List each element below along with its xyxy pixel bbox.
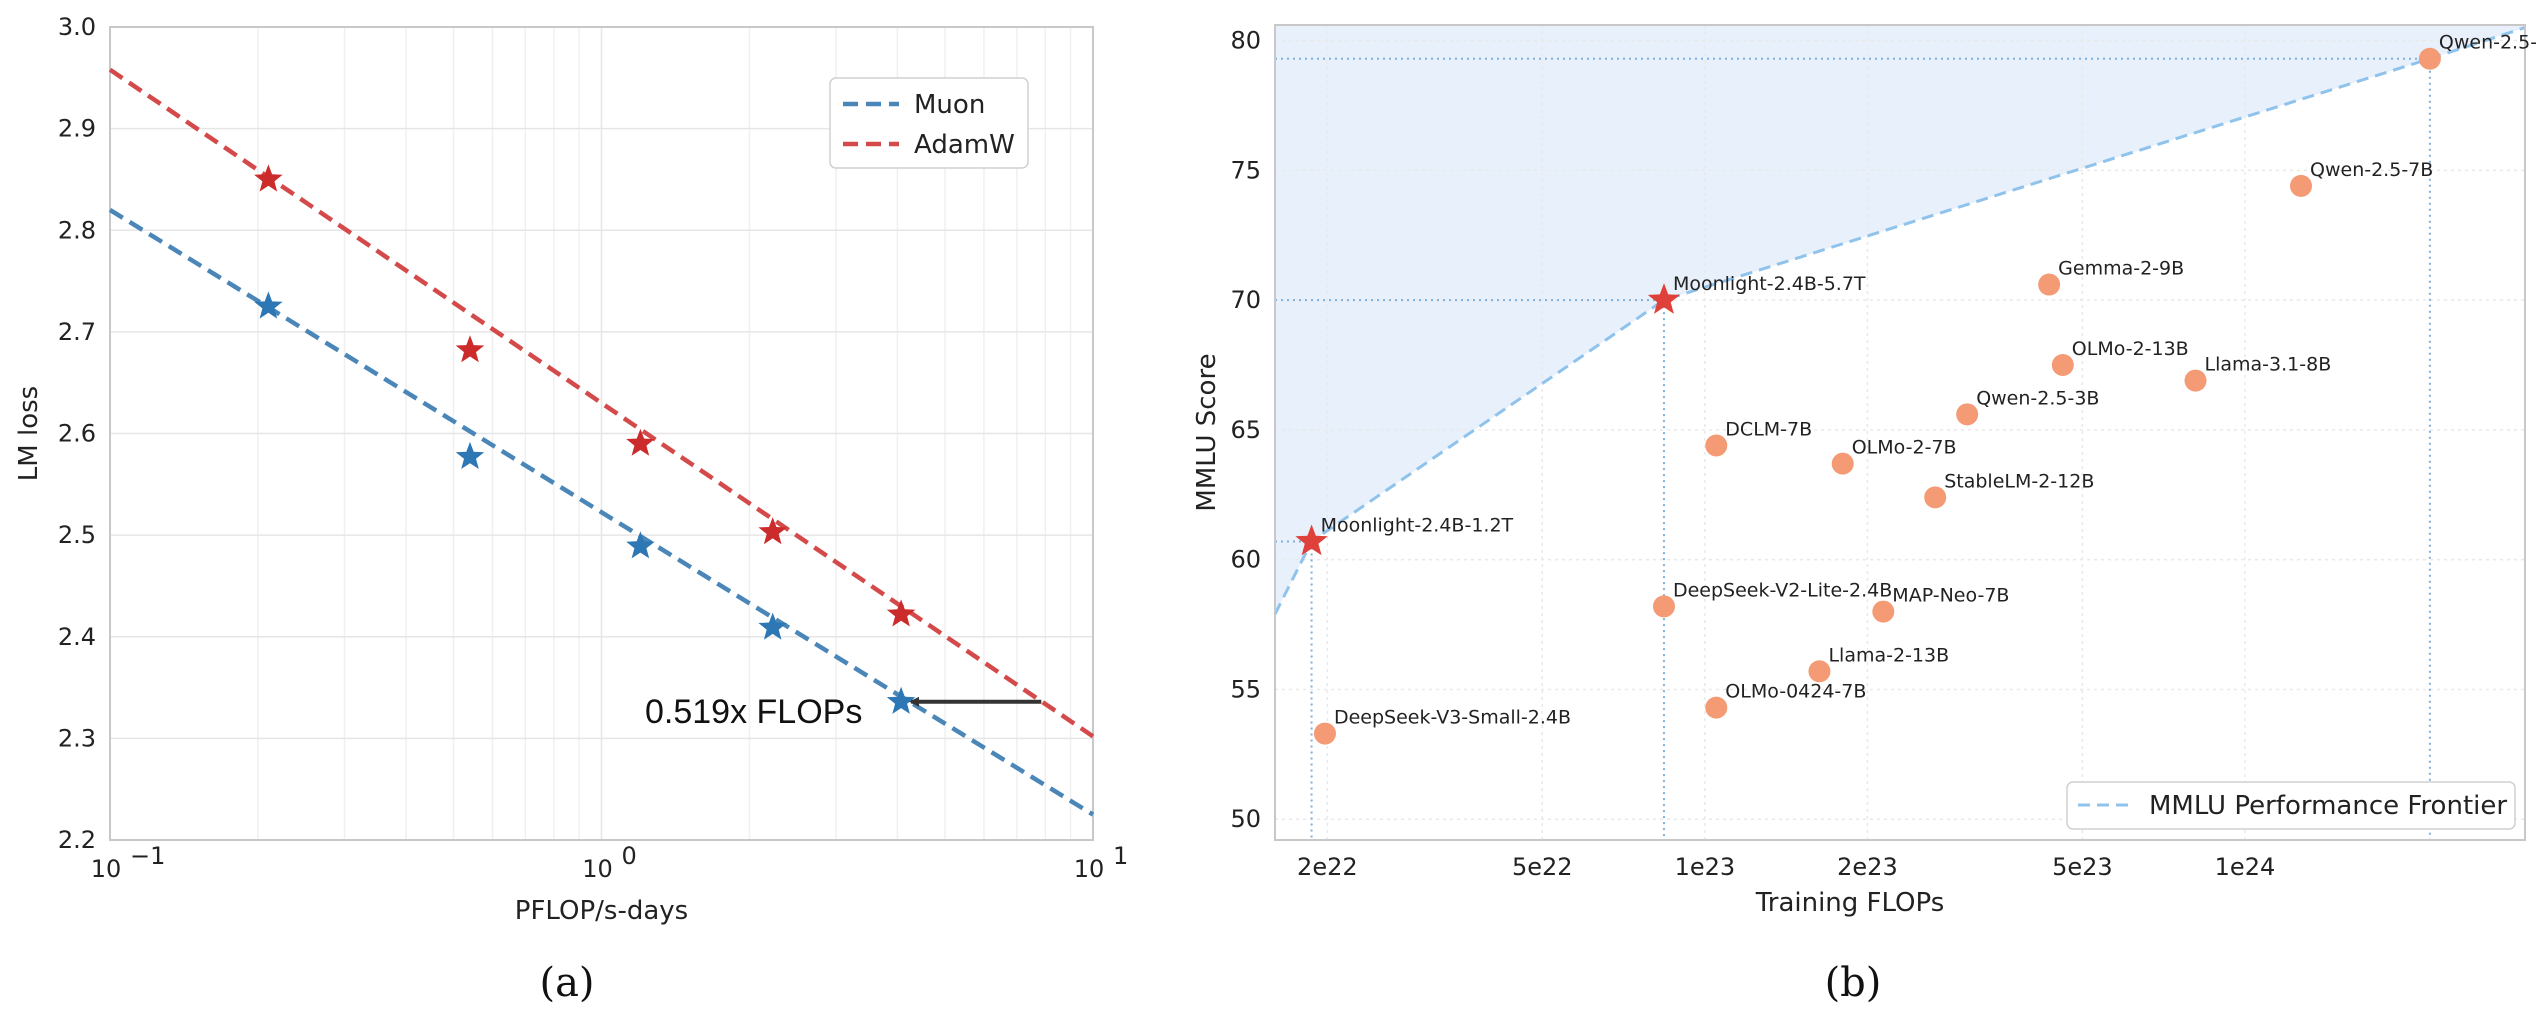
point-label: MAP-Neo-7B (1892, 585, 2009, 607)
star-marker-adamw (886, 599, 916, 627)
plot-frame-b (1274, 24, 2526, 841)
y-tick-label-b: 75 (1230, 156, 1261, 184)
y-tick-label-b: 50 (1230, 805, 1261, 833)
point-marker (2051, 354, 2074, 377)
point-label: Moonlight-2.4B-1.2T (1321, 515, 1514, 537)
point-label: Qwen-2.5-7B (2310, 159, 2433, 181)
x-tick-label-b: 5e23 (2052, 853, 2113, 881)
point-marker (2184, 369, 2207, 392)
point-marker (1808, 660, 1831, 683)
x-tick-exponent: 1 (1113, 842, 1128, 870)
chart-b-mmlu-vs-flops: (b) 2e22 5e22 1e23 2e23 5e23 1e24 50 55 60 65 70 75… (1192, 24, 2536, 1006)
legend-b: MMLU Performance Frontier (2066, 781, 2516, 830)
annotation-text: 0.519x FLOPs (645, 693, 862, 731)
point-label: DeepSeek-V3-Small-2.4B (1334, 707, 1571, 729)
x-tick-exponent: −1 (130, 842, 165, 870)
y-tick-label-a: 2.4 (58, 623, 96, 651)
x-axis-label-b: Training FLOPs (1755, 888, 1945, 918)
point-marker (1313, 722, 1336, 745)
point-label: Llama-2-13B (1828, 644, 1949, 666)
y-tick-label-b: 55 (1230, 675, 1261, 703)
point-marker (1652, 595, 1675, 618)
point-marker (1831, 452, 1854, 475)
point-label: StableLM-2-12B (1944, 470, 2094, 492)
y-axis-label-a: LM loss (14, 386, 44, 481)
y-tick-label-b: 60 (1230, 546, 1261, 574)
legend-label-adamw: AdamW (914, 130, 1015, 160)
y-tick-label-b: 65 (1230, 416, 1261, 444)
point-label: OLMo-0424-7B (1725, 681, 1866, 703)
point-label: Qwen-2.5-3B (1976, 387, 2099, 409)
y-tick-label-a: 3.0 (58, 13, 96, 41)
point-marker (2418, 47, 2441, 70)
x-tick-label-b: 1e23 (1675, 853, 1736, 881)
star-marker-moonlight (1295, 524, 1328, 556)
point-marker (2038, 273, 2061, 296)
x-tick-label-b: 1e24 (2215, 853, 2276, 881)
point-label: Gemma-2-9B (2058, 258, 2184, 280)
point-label: Qwen-2.5-14B (2439, 32, 2536, 54)
y-tick-label-a: 2.6 (58, 420, 96, 448)
star-marker-adamw (254, 164, 283, 192)
y-tick-label-a: 2.9 (58, 115, 96, 143)
point-marker (1705, 434, 1728, 457)
star-marker-muon (254, 291, 283, 319)
point-marker (1956, 403, 1979, 426)
star-marker-muon (758, 612, 787, 640)
legend-a: Muon AdamW (829, 77, 1029, 169)
y-tick-label-b: 70 (1230, 286, 1261, 314)
y-tick-label-a: 2.7 (58, 318, 96, 346)
y-tick-label-a: 2.3 (58, 724, 96, 752)
x-tick-label-a: 10 1 (1074, 842, 1129, 883)
star-marker-muon (886, 686, 916, 714)
x-tick-label-a: 10 −1 (91, 842, 166, 883)
point-label: OLMo-2-13B (2072, 338, 2189, 360)
x-tick-label-b: 2e22 (1297, 853, 1358, 881)
x-tick-label-a: 10 0 (582, 842, 637, 883)
y-tick-label-a: 2.5 (58, 521, 96, 549)
x-tick-base: 10 (91, 855, 122, 883)
legend-label-muon: Muon (914, 90, 985, 120)
star-marker-adamw (626, 428, 655, 456)
frontier-region (1275, 25, 2525, 615)
x-tick-label-b: 2e23 (1837, 853, 1898, 881)
y-tick-label-b: 80 (1230, 27, 1261, 55)
y-tick-label-a: 2.2 (58, 826, 96, 854)
point-label: DeepSeek-V2-Lite-2.4B (1673, 579, 1892, 601)
x-tick-label-b: 5e22 (1512, 853, 1573, 881)
point-marker (1705, 696, 1728, 719)
point-label: OLMo-2-7B (1852, 437, 1957, 459)
point-marker (1924, 486, 1947, 509)
point-label: DCLM-7B (1725, 418, 1812, 440)
x-tick-base: 10 (582, 855, 613, 883)
legend-label-frontier: MMLU Performance Frontier (2149, 791, 2507, 821)
star-marker-moonlight (1647, 283, 1681, 314)
panel-label-a: (a) (539, 960, 594, 1006)
x-tick-base: 10 (1074, 855, 1105, 883)
plot-frame-a (109, 26, 1094, 841)
panel-label-b: (b) (1825, 960, 1882, 1006)
point-label: Llama-3.1-8B (2205, 354, 2332, 376)
point-marker (2290, 174, 2313, 197)
legend-box (2066, 781, 2516, 830)
x-tick-exponent: 0 (622, 842, 637, 870)
point-marker (1872, 600, 1895, 623)
star-marker-muon (455, 441, 485, 469)
x-axis-label-a: PFLOP/s-days (515, 896, 688, 926)
point-label: Moonlight-2.4B-5.7T (1673, 273, 1866, 295)
star-marker-muon (626, 531, 655, 559)
star-marker-adamw (758, 517, 787, 545)
y-axis-label-b: MMLU Score (1192, 353, 1222, 511)
chart-a-loss-vs-compute: (a) 10 −1 10 0 10 1 2.2 2.3 2.4 2.5 2.6 2.7 2.8 2.9 3.… (14, 13, 1128, 1006)
y-tick-label-a: 2.8 (58, 216, 96, 244)
star-marker-adamw (455, 335, 485, 363)
